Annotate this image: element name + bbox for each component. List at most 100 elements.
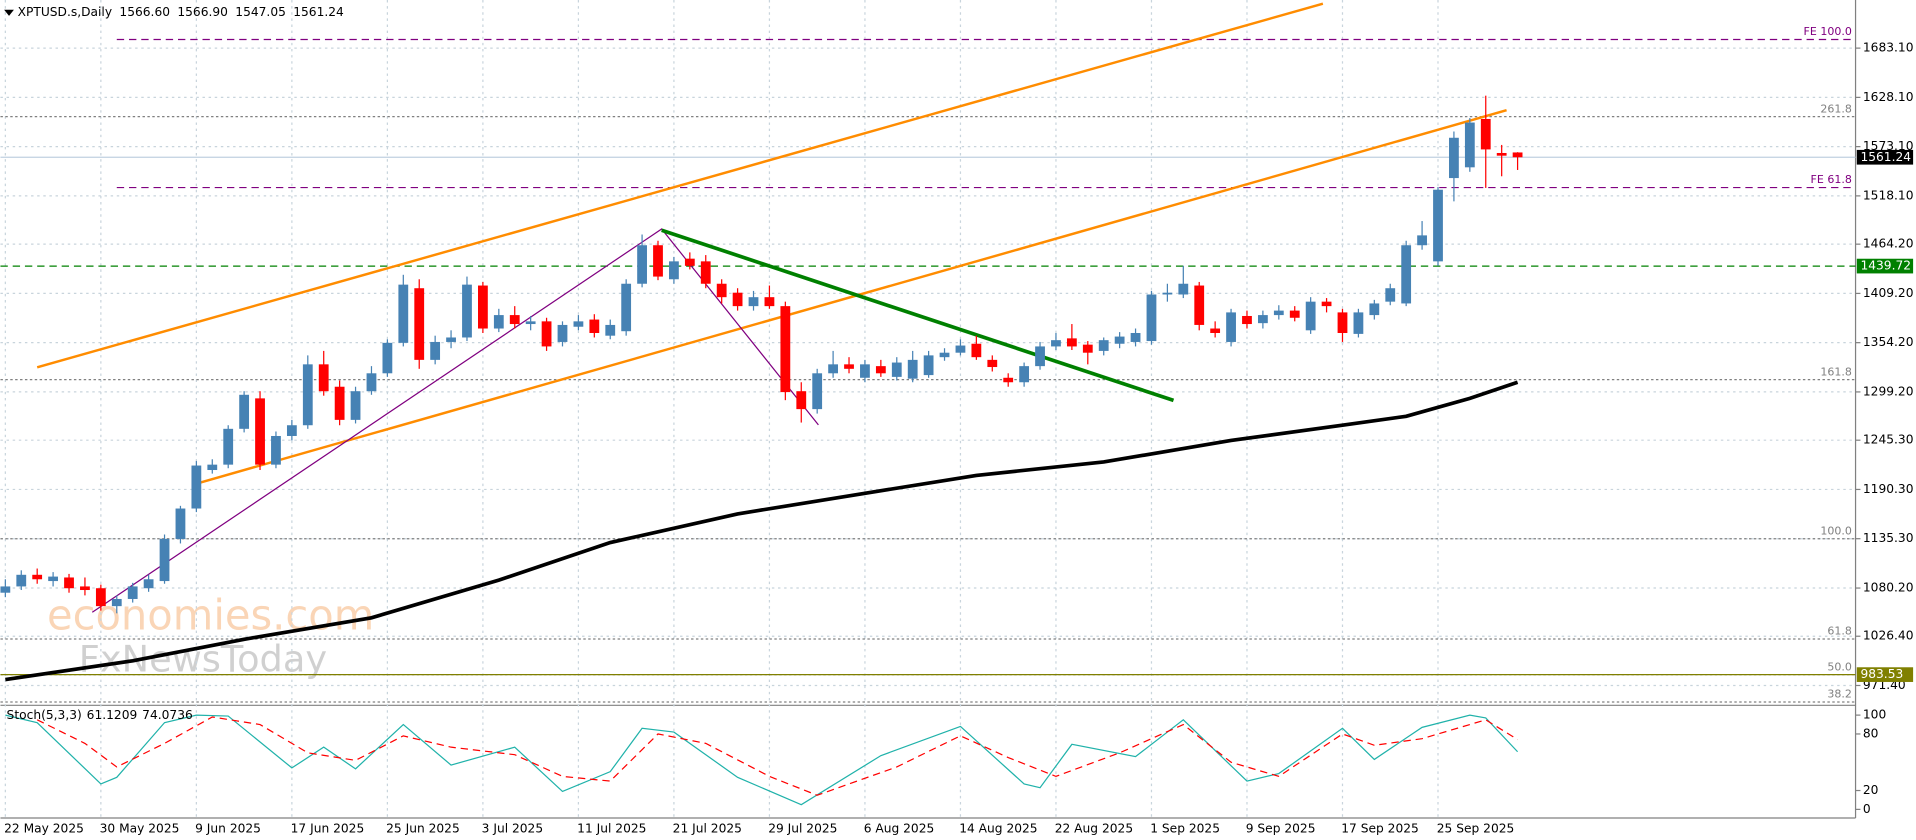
price-tag — [1856, 258, 1914, 274]
x-tick-label: 25 Sep 2025 — [1437, 821, 1515, 835]
candle-body — [764, 297, 775, 307]
y-tick-label: 1573.10 — [1863, 139, 1914, 153]
candle-body — [1210, 328, 1221, 333]
candle-body — [955, 345, 966, 353]
candle-body — [1496, 152, 1507, 156]
candle-body — [589, 319, 600, 333]
x-tick-label: 17 Jun 2025 — [291, 821, 365, 835]
x-tick-label: 1 Sep 2025 — [1150, 821, 1220, 835]
x-tick-label: 9 Sep 2025 — [1246, 821, 1316, 835]
y-tick-label: 1683.10 — [1863, 41, 1914, 55]
candle-body — [318, 364, 329, 392]
candle-body — [669, 261, 679, 280]
candle-body — [780, 306, 791, 393]
candle-body — [907, 359, 918, 379]
level-label: 161.8 — [1820, 365, 1852, 378]
price-tag — [1856, 667, 1914, 682]
header-value: 1566.90 — [177, 5, 228, 19]
candle-body — [462, 284, 472, 338]
indicator-line — [5, 714, 1519, 806]
candle-body — [557, 324, 568, 342]
price-tag-label: 1439.72 — [1860, 259, 1911, 273]
y-tick-label: 1299.20 — [1863, 384, 1914, 398]
candle-body — [143, 579, 154, 589]
candle-body — [1130, 332, 1141, 342]
candle-body — [1512, 152, 1523, 158]
y-tick-label: 1135.30 — [1863, 531, 1914, 545]
candle-body — [366, 373, 377, 392]
indicator-header: Stoch(5,3,3) 61.1209 74.0736 — [7, 708, 193, 722]
price-tag-label: 1561.24 — [1860, 150, 1911, 164]
candle-body — [509, 315, 520, 325]
indicator-name: Stoch(5,3,3) — [7, 708, 82, 722]
candle-body — [159, 538, 170, 582]
candle-body — [95, 588, 106, 607]
y-tick-label: 1409.20 — [1863, 286, 1914, 300]
moving-average — [5, 380, 1519, 682]
y-tick-label: 1628.10 — [1863, 90, 1914, 104]
x-tick-label: 14 Aug 2025 — [959, 821, 1037, 835]
menu-triangle[interactable] — [4, 9, 14, 16]
x-tick-label: 3 Jul 2025 — [482, 821, 543, 835]
candle-body — [1401, 245, 1412, 304]
candle-body — [1258, 315, 1268, 324]
candle-body — [812, 373, 823, 410]
candle-body — [1305, 301, 1316, 331]
candle-body — [1480, 118, 1491, 150]
candle-body — [48, 576, 58, 582]
zigzag-line — [91, 228, 819, 613]
candle-body — [239, 394, 250, 429]
y-tick-label: 1354.20 — [1863, 335, 1914, 349]
y-tick-label: 80 — [1863, 726, 1879, 740]
grid — [0, 0, 1861, 818]
candle-body — [1051, 340, 1061, 347]
x-tick-label: 22 May 2025 — [4, 821, 84, 835]
candle-body — [1019, 366, 1030, 383]
header-value: 1547.05 — [235, 5, 286, 19]
candle-body — [1369, 303, 1380, 316]
chart-header: XPTUSD.s,Daily 1566.60 1566.90 1547.05 1561.… — [18, 5, 344, 19]
candle-body — [939, 352, 950, 358]
candle-body — [732, 292, 743, 307]
candle-body — [1162, 292, 1173, 295]
candle-body — [0, 586, 11, 593]
candle-body — [32, 574, 43, 580]
candle-body — [1226, 312, 1236, 342]
level-label: 61.8 — [1827, 625, 1852, 638]
candle-body — [414, 288, 425, 360]
candle-body — [478, 285, 488, 329]
indicator-line — [36, 716, 1518, 796]
y-tick-label: 100 — [1863, 708, 1886, 722]
level-label: 50.0 — [1827, 660, 1852, 673]
candle-body — [923, 355, 934, 376]
y-tick-label: 1190.30 — [1863, 482, 1914, 496]
candle-body — [573, 321, 584, 327]
candle-body — [875, 366, 886, 374]
x-tick-label: 11 Jul 2025 — [577, 821, 646, 835]
y-tick-label: 1518.10 — [1863, 188, 1914, 202]
candle-body — [207, 464, 218, 471]
candle-body — [987, 359, 998, 368]
candle-body — [223, 428, 234, 465]
level-label: FE 61.8 — [1811, 173, 1852, 186]
candle-body — [1337, 312, 1348, 333]
x-tick-label: 21 Jul 2025 — [673, 821, 742, 835]
y-tick-label: 1245.30 — [1863, 433, 1914, 447]
candle-body — [80, 586, 90, 591]
candle-body — [1066, 338, 1077, 347]
candle-body — [1417, 235, 1427, 246]
candle-body — [1289, 310, 1300, 318]
candle-body — [1098, 340, 1109, 351]
candle-body — [191, 465, 202, 509]
candle-body — [700, 261, 711, 284]
candle-body — [255, 398, 265, 465]
indicator-value: 61.1209 — [87, 708, 138, 722]
candle-body — [350, 391, 361, 420]
channel-upper — [36, 2, 1324, 369]
candle-body — [1273, 310, 1284, 316]
candle-body — [127, 586, 138, 599]
candle-body — [541, 321, 552, 347]
candle-body — [605, 324, 616, 336]
